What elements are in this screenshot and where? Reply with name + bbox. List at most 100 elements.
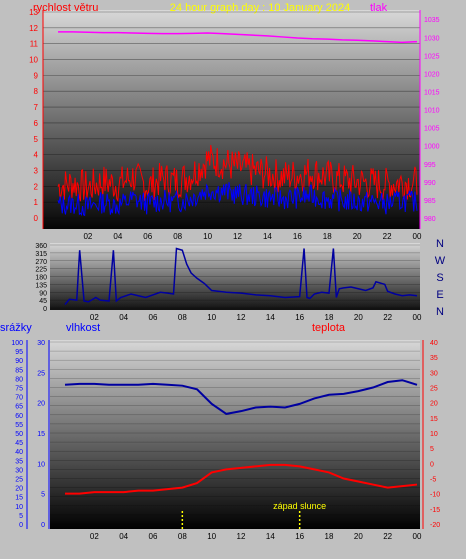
wind-tick-label: 6 <box>34 119 39 128</box>
rain-tick-label: 35 <box>15 458 23 465</box>
time-tick-label: 22 <box>383 313 392 322</box>
annotations: západ slunce <box>273 501 326 511</box>
pressure-tick-label: 1025 <box>424 53 440 60</box>
wind-tick-label: 8 <box>34 87 39 96</box>
rain-tick-label: 5 <box>19 513 23 520</box>
rain-tick-label: 95 <box>15 349 23 356</box>
temperature-tick-label: 10 <box>430 431 438 438</box>
wind-gust-series <box>57 144 418 203</box>
rain-tick-label: 20 <box>15 486 23 493</box>
rain-tick-label: 75 <box>15 386 23 393</box>
humidity-tick-label: 20 <box>37 401 45 408</box>
time-tick-label: 06 <box>149 532 158 541</box>
pressure-tick-label: 1010 <box>424 108 440 115</box>
time-tick-label: 16 <box>293 232 302 241</box>
temperature-axis-title: teplota <box>312 322 346 334</box>
rain-tick-label: 25 <box>15 477 23 484</box>
temperature-tick-label: 35 <box>430 355 438 362</box>
humidity-tick-label: 30 <box>37 340 45 347</box>
data-series <box>57 31 418 529</box>
time-tick-label: 04 <box>119 532 128 541</box>
rain-tick-label: 80 <box>15 376 23 383</box>
chart-title: 24 hour graph day : 10 January 2024 <box>170 2 350 14</box>
time-tick-label: 02 <box>90 313 99 322</box>
time-tick-label: 08 <box>173 232 182 241</box>
direction-tick-label: 360 <box>35 243 47 250</box>
time-tick-label: 08 <box>178 532 187 541</box>
wind-tick-label: 13 <box>29 8 38 17</box>
time-tick-label: 20 <box>354 313 363 322</box>
pressure-tick-label: 1000 <box>424 144 440 151</box>
direction-tick-label: 225 <box>35 267 47 274</box>
humidity-tick-label: 25 <box>37 370 45 377</box>
temperature-tick-label: 40 <box>430 340 438 347</box>
compass-label: E <box>436 289 443 301</box>
compass-label: S <box>436 272 443 284</box>
pressure-axis-title: tlak <box>370 2 388 14</box>
time-tick-label: 16 <box>295 532 304 541</box>
rain-tick-label: 55 <box>15 422 23 429</box>
rain-tick-label: 15 <box>15 495 23 502</box>
time-tick-label: 10 <box>207 532 216 541</box>
humidity-temperature-panel <box>50 340 420 529</box>
humidity-tick-label: 15 <box>37 431 45 438</box>
direction-tick-label: 45 <box>39 298 47 305</box>
temperature-tick-label: -10 <box>430 492 440 499</box>
temperature-tick-label: -5 <box>430 477 436 484</box>
wind-average-series <box>57 182 418 217</box>
temperature-tick-label: 25 <box>430 386 438 393</box>
rain-tick-label: 70 <box>15 395 23 402</box>
rain-tick-label: 100 <box>11 340 23 347</box>
pressure-tick-label: 1035 <box>424 17 440 24</box>
time-tick-label: 20 <box>353 232 362 241</box>
time-tick-label: 06 <box>149 313 158 322</box>
time-tick-label: 08 <box>178 313 187 322</box>
wind-tick-label: 11 <box>30 40 39 49</box>
direction-tick-label: 180 <box>35 275 47 282</box>
time-tick-label: 14 <box>266 532 275 541</box>
humidity-series <box>64 379 418 415</box>
rain-tick-label: 60 <box>15 413 23 420</box>
wind-tick-label: 4 <box>34 151 39 160</box>
direction-tick-label: 90 <box>39 290 47 297</box>
time-tick-label: 22 <box>383 232 392 241</box>
time-tick-label: 02 <box>83 232 92 241</box>
compass-label: N <box>436 238 444 250</box>
pressure-tick-label: 1015 <box>424 90 440 97</box>
pressure-tick-label: 1005 <box>424 126 440 133</box>
pressure-tick-label: 1020 <box>424 71 440 78</box>
time-tick-label: 14 <box>266 313 275 322</box>
time-tick-label: 18 <box>323 232 332 241</box>
time-tick-label: 10 <box>207 313 216 322</box>
wind-speed-axis-title: rychlost větru <box>33 2 98 14</box>
pressure-series <box>58 31 418 44</box>
rain-tick-label: 45 <box>15 440 23 447</box>
direction-tick-label: 315 <box>35 251 47 258</box>
wind-tick-label: 2 <box>34 182 39 191</box>
rain-tick-label: 10 <box>15 504 23 511</box>
pressure-tick-label: 990 <box>424 180 436 187</box>
time-tick-label: 14 <box>263 232 272 241</box>
temperature-tick-label: 5 <box>430 446 434 453</box>
rain-tick-label: 40 <box>15 449 23 456</box>
sunset-label: západ slunce <box>273 501 326 511</box>
wind-tick-label: 1 <box>34 198 39 207</box>
time-tick-label: 12 <box>233 232 242 241</box>
humidity-axis-title: vlhkost <box>66 322 100 334</box>
pressure-tick-label: 1030 <box>424 35 440 42</box>
rain-tick-label: 50 <box>15 431 23 438</box>
humidity-tick-label: 0 <box>41 522 45 529</box>
compass-label: N <box>436 306 444 318</box>
wind-tick-label: 9 <box>34 71 39 80</box>
rain-tick-label: 0 <box>19 522 23 529</box>
temperature-tick-label: 0 <box>430 461 434 468</box>
compass-label: W <box>435 255 446 267</box>
temperature-tick-label: 20 <box>430 401 438 408</box>
humidity-tick-label: 10 <box>37 461 45 468</box>
grid-lines <box>43 11 420 525</box>
rain-tick-label: 30 <box>15 467 23 474</box>
temperature-tick-label: -15 <box>430 507 440 514</box>
wind-tick-label: 12 <box>29 24 38 33</box>
